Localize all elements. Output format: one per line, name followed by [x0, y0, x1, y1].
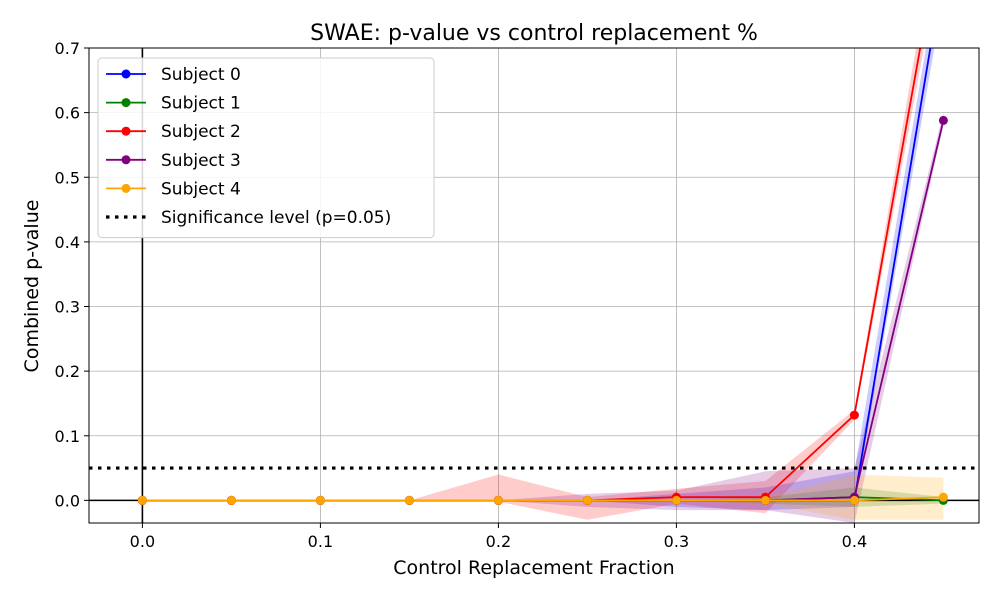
legend-swatch-marker	[121, 183, 131, 193]
data-point	[582, 495, 592, 505]
x-tick-label: 0.2	[486, 532, 511, 551]
y-tick-label: 0.7	[55, 39, 80, 58]
y-tick-label: 0.2	[55, 362, 80, 381]
y-axis-label: Combined p-value	[21, 200, 43, 373]
legend-swatch-marker	[121, 155, 131, 165]
y-tick-label: 0.1	[55, 427, 80, 446]
y-tick-label: 0.4	[55, 233, 80, 252]
data-point	[849, 495, 859, 505]
data-point	[938, 115, 948, 125]
series	[137, 48, 948, 505]
legend-box	[97, 57, 435, 239]
data-point	[315, 495, 325, 505]
data-point	[671, 495, 681, 505]
x-tick-label: 0.0	[130, 532, 155, 551]
legend-swatch-marker	[121, 126, 131, 136]
x-tick-label: 0.3	[664, 532, 689, 551]
data-point	[849, 410, 859, 420]
x-tick-label: 0.1	[308, 532, 333, 551]
data-point	[760, 495, 770, 505]
data-point	[404, 495, 414, 505]
ticks: 0.0 0.1 0.2 0.3 0.4 0.0 0.1 0.2 0.3 0.4 0.5 0.6 0.7	[55, 39, 868, 551]
data-point	[226, 495, 236, 505]
legend-label: Subject 3	[161, 151, 241, 171]
data-point	[493, 495, 503, 505]
chart-title: SWAE: p-value vs control replacement %	[310, 21, 758, 46]
confidence-band	[142, 112, 944, 523]
x-tick-label: 0.4	[842, 532, 867, 551]
y-tick-label: 0.5	[55, 168, 80, 187]
plot-frame	[88, 47, 980, 524]
legend: Subject 0 Subject 1 Subject 2 Subject 3 Subj…	[97, 57, 435, 239]
y-tick-label: 0.6	[55, 104, 80, 123]
confidence-band	[142, 474, 944, 520]
legend-label: Subject 1	[161, 94, 241, 114]
x-axis-label: Control Replacement Fraction	[393, 557, 674, 579]
series-line	[142, 496, 944, 502]
data-point	[938, 492, 948, 502]
y-tick-label: 0.0	[55, 491, 80, 510]
legend-label: Subject 2	[161, 122, 241, 142]
legend-swatch-marker	[121, 69, 131, 79]
legend-label: Subject 0	[161, 65, 241, 85]
legend-label: Subject 4	[161, 179, 241, 199]
confidence-band	[142, 487, 944, 507]
legend-label: Significance level (p=0.05)	[161, 208, 391, 228]
legend-swatch-marker	[121, 98, 131, 108]
confidence-bands	[142, 48, 944, 523]
data-point	[137, 495, 147, 505]
y-tick-label: 0.3	[55, 298, 80, 317]
